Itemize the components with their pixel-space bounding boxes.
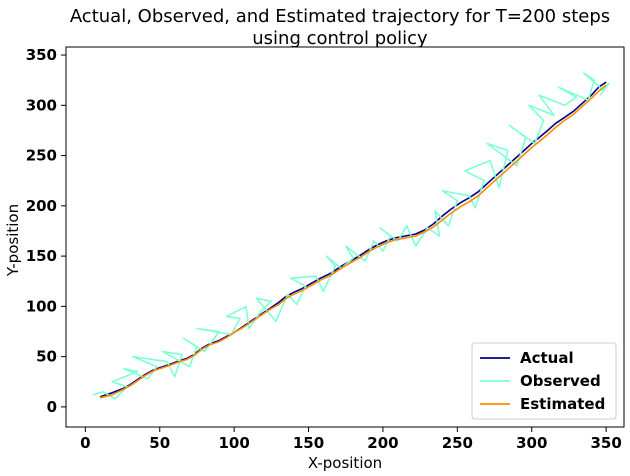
y-tick-label: 300	[26, 96, 57, 114]
x-tick-label: 0	[80, 434, 90, 452]
y-tick-label: 0	[47, 398, 57, 416]
legend-label-estimated: Estimated	[520, 395, 605, 413]
x-tick-label: 300	[516, 434, 547, 452]
chart-title-line2: using control policy	[252, 28, 428, 49]
legend-label-observed: Observed	[520, 372, 601, 390]
series-line-observed	[92, 72, 610, 400]
series-line-estimated	[100, 84, 607, 399]
y-tick-label: 150	[26, 247, 57, 265]
plot-area	[92, 72, 610, 400]
y-axis-ticks: 0 50 100 150 200 250 300 350	[26, 46, 66, 416]
x-axis-label: X-position	[308, 454, 382, 472]
legend: Actual Observed Estimated	[471, 342, 617, 420]
y-tick-label: 100	[26, 297, 57, 315]
x-tick-label: 100	[218, 434, 249, 452]
x-tick-label: 200	[367, 434, 398, 452]
x-tick-label: 250	[442, 434, 473, 452]
x-tick-label: 350	[590, 434, 621, 452]
chart-title-line1: Actual, Observed, and Estimated trajecto…	[70, 6, 610, 27]
y-axis-label: Y-position	[4, 204, 22, 277]
legend-label-actual: Actual	[520, 349, 574, 367]
x-axis-ticks: 0 50 100 150 200 250 300 350	[80, 427, 622, 452]
x-tick-label: 150	[293, 434, 324, 452]
y-tick-label: 200	[26, 197, 57, 215]
y-tick-label: 50	[36, 348, 57, 366]
legend-box	[471, 342, 617, 420]
plot-frame	[65, 46, 625, 428]
x-tick-label: 50	[149, 434, 170, 452]
y-tick-label: 250	[26, 147, 57, 165]
y-tick-label: 350	[26, 46, 57, 64]
